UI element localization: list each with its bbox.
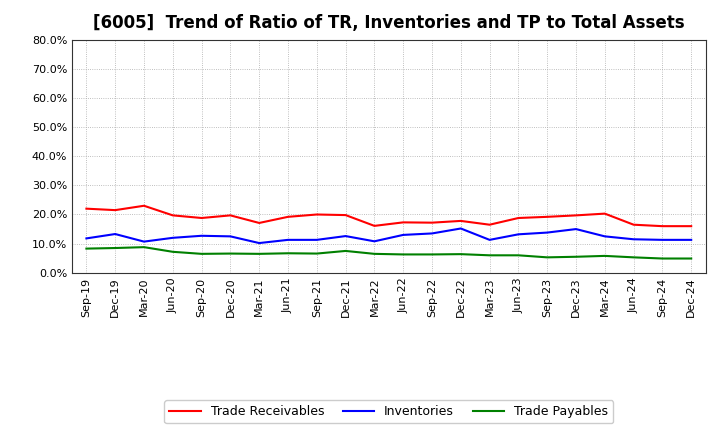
Inventories xyxy=(226,234,235,239)
Line: Trade Payables: Trade Payables xyxy=(86,247,691,259)
Inventories xyxy=(399,232,408,238)
Inventories xyxy=(341,234,350,239)
Trade Receivables xyxy=(456,218,465,224)
Inventories xyxy=(284,237,292,242)
Trade Payables xyxy=(370,251,379,257)
Inventories xyxy=(687,237,696,242)
Inventories xyxy=(456,226,465,231)
Trade Payables xyxy=(111,246,120,251)
Trade Receivables xyxy=(370,223,379,228)
Inventories xyxy=(428,231,436,236)
Trade Payables xyxy=(82,246,91,251)
Trade Payables xyxy=(428,252,436,257)
Inventories xyxy=(312,237,321,242)
Trade Receivables xyxy=(399,220,408,225)
Trade Receivables xyxy=(629,222,638,227)
Trade Payables xyxy=(572,254,580,260)
Inventories xyxy=(629,237,638,242)
Trade Payables xyxy=(629,255,638,260)
Trade Receivables xyxy=(226,213,235,218)
Inventories xyxy=(572,227,580,232)
Trade Payables xyxy=(168,249,177,254)
Trade Payables xyxy=(197,251,206,257)
Trade Payables xyxy=(284,251,292,256)
Trade Payables xyxy=(600,253,609,259)
Trade Receivables xyxy=(168,213,177,218)
Trade Payables xyxy=(255,251,264,257)
Trade Payables xyxy=(658,256,667,261)
Trade Receivables xyxy=(600,211,609,216)
Inventories xyxy=(370,238,379,244)
Trade Receivables xyxy=(485,222,494,227)
Trade Receivables xyxy=(658,224,667,229)
Inventories xyxy=(111,231,120,237)
Trade Receivables xyxy=(284,214,292,220)
Inventories xyxy=(658,237,667,242)
Trade Receivables xyxy=(572,213,580,218)
Trade Payables xyxy=(226,251,235,256)
Trade Payables xyxy=(456,252,465,257)
Trade Payables xyxy=(514,253,523,258)
Trade Payables xyxy=(687,256,696,261)
Inventories xyxy=(168,235,177,240)
Inventories xyxy=(543,230,552,235)
Trade Payables xyxy=(140,245,148,250)
Legend: Trade Receivables, Inventories, Trade Payables: Trade Receivables, Inventories, Trade Pa… xyxy=(164,400,613,423)
Inventories xyxy=(485,237,494,242)
Inventories xyxy=(255,240,264,246)
Trade Payables xyxy=(312,251,321,256)
Trade Payables xyxy=(341,248,350,253)
Trade Receivables xyxy=(687,224,696,229)
Inventories xyxy=(197,233,206,238)
Trade Receivables xyxy=(82,206,91,211)
Trade Payables xyxy=(485,253,494,258)
Line: Inventories: Inventories xyxy=(86,228,691,243)
Trade Receivables xyxy=(197,215,206,220)
Trade Receivables xyxy=(543,214,552,220)
Title: [6005]  Trend of Ratio of TR, Inventories and TP to Total Assets: [6005] Trend of Ratio of TR, Inventories… xyxy=(93,15,685,33)
Trade Receivables xyxy=(312,212,321,217)
Inventories xyxy=(140,239,148,244)
Inventories xyxy=(600,234,609,239)
Trade Receivables xyxy=(341,213,350,218)
Trade Receivables xyxy=(255,220,264,226)
Trade Receivables xyxy=(111,208,120,213)
Trade Receivables xyxy=(514,215,523,220)
Line: Trade Receivables: Trade Receivables xyxy=(86,206,691,226)
Trade Payables xyxy=(399,252,408,257)
Trade Payables xyxy=(543,255,552,260)
Inventories xyxy=(82,236,91,241)
Trade Receivables xyxy=(140,203,148,209)
Inventories xyxy=(514,232,523,237)
Trade Receivables xyxy=(428,220,436,225)
